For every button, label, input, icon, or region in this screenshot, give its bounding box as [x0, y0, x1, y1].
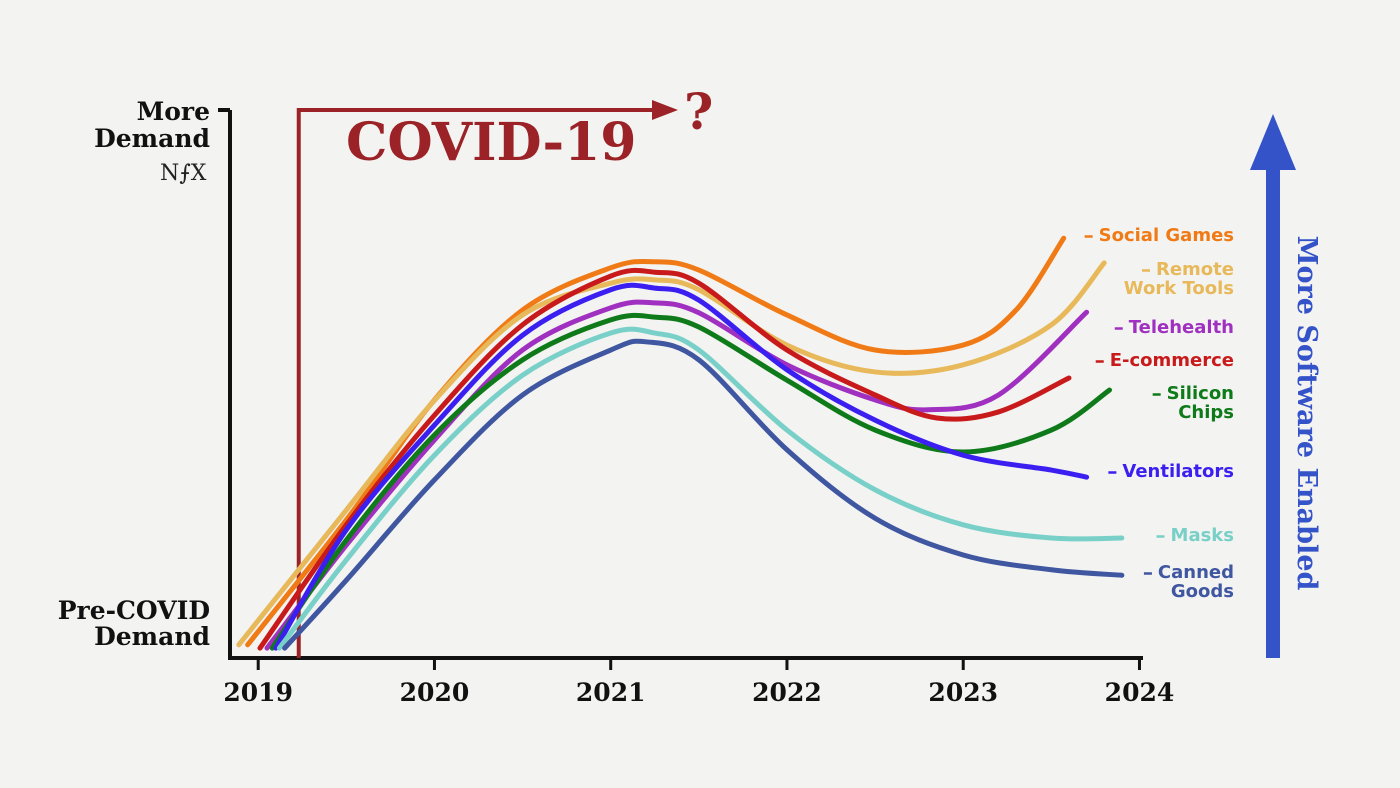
event-label: COVID-19 — [346, 112, 637, 173]
legend-label: Social Games — [1098, 225, 1234, 246]
x-tick-label: 2020 — [399, 678, 470, 707]
legend-label: Silicon Chips — [1166, 383, 1234, 423]
y-tick-label: Pre-COVID Demand — [57, 596, 210, 652]
legend-label: Canned Goods — [1157, 562, 1234, 602]
x-tick-label: 2019 — [223, 678, 293, 707]
legend-label: E-commerce — [1109, 350, 1234, 371]
legend-label: Remote Work Tools — [1123, 259, 1234, 299]
series-line — [257, 267, 1072, 651]
x-tick-label: 2022 — [752, 678, 822, 707]
legend-label: Ventilators — [1122, 461, 1234, 482]
x-tick-label: 2023 — [928, 678, 999, 707]
logo: N⨍X — [160, 161, 207, 186]
legend-label: Telehealth — [1128, 317, 1234, 338]
x-tick-label: 2021 — [575, 678, 646, 707]
event-arrow-label: ? — [684, 82, 714, 141]
series-line — [273, 282, 1090, 651]
y-tick-label: More Demand — [94, 97, 210, 153]
series-line — [236, 260, 1107, 648]
side-arrow-head — [1250, 114, 1296, 170]
event-line — [296, 108, 662, 658]
series-line — [264, 299, 1090, 651]
series-line — [245, 235, 1067, 648]
series-line — [282, 338, 1125, 651]
legend-label: Masks — [1170, 525, 1234, 546]
side-arrow-label: More Software Enabled — [1291, 236, 1322, 591]
x-tick-label: 2024 — [1104, 678, 1175, 707]
series-line — [276, 326, 1125, 651]
series-line — [269, 312, 1113, 651]
event-arrowhead — [652, 100, 678, 120]
